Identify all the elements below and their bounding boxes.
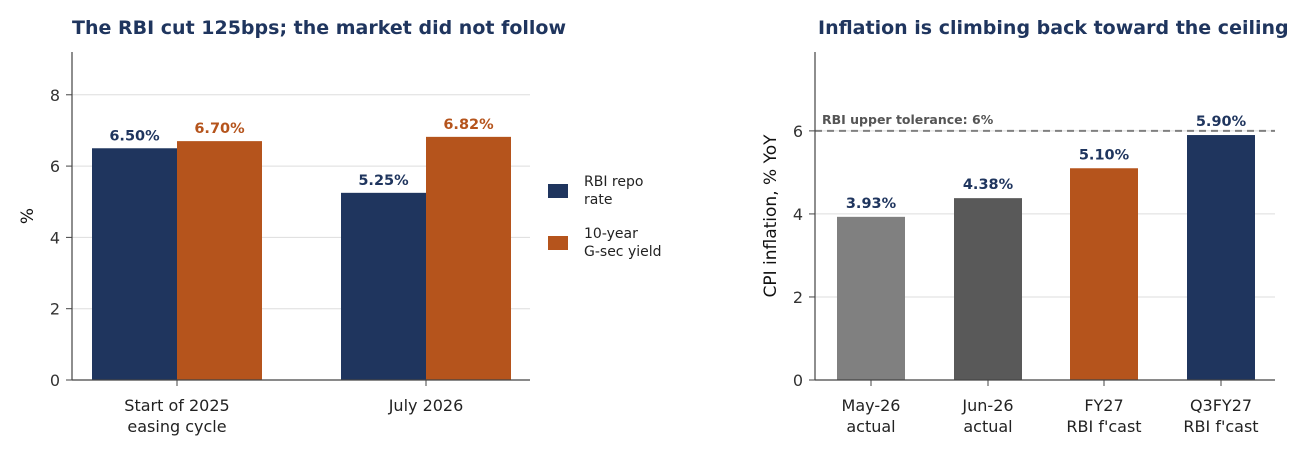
left-y-tick-label: 6 bbox=[50, 157, 60, 176]
right-data-label: 3.93% bbox=[846, 196, 897, 212]
left-legend-swatch bbox=[548, 236, 568, 250]
left-bar bbox=[341, 192, 426, 380]
right-bar bbox=[1187, 135, 1255, 380]
right-x-tick-label: Jun-26 bbox=[961, 396, 1013, 415]
right-bars bbox=[837, 135, 1255, 380]
right-chart: Inflation is climbing back toward the ce… bbox=[761, 17, 1289, 436]
right-reference-line: RBI upper tolerance: 6% bbox=[815, 112, 1275, 132]
right-bar bbox=[1070, 168, 1138, 380]
right-data-label: 5.10% bbox=[1079, 147, 1130, 163]
left-legend-label: RBI repo bbox=[584, 174, 643, 190]
left-legend-swatch bbox=[548, 184, 568, 198]
right-chart-title: Inflation is climbing back toward the ce… bbox=[818, 17, 1289, 39]
left-data-label: 6.70% bbox=[194, 121, 245, 137]
right-data-label: 4.38% bbox=[963, 177, 1014, 193]
left-x-tick-label: easing cycle bbox=[127, 417, 226, 436]
left-bar bbox=[92, 148, 177, 380]
right-y-axis-label: CPI inflation, % YoY bbox=[761, 134, 781, 298]
right-axes: 0 2 4 6 May-26 actual Jun-26 actual FY27 RBI f'ca… bbox=[793, 52, 1275, 436]
left-data-labels: 6.50% 6.70% 5.25% 6.82% bbox=[109, 117, 494, 189]
right-bar bbox=[837, 216, 905, 380]
left-legend: RBI repo rate 10-year G-sec yield bbox=[548, 174, 662, 260]
right-y-tick-label: 6 bbox=[793, 122, 803, 141]
right-data-labels: 3.93% 4.38% 5.10% 5.90% bbox=[846, 114, 1247, 212]
left-bar bbox=[426, 136, 511, 380]
left-axes: 0 2 4 6 8 Start of 2025 easing cycle July 2026 bbox=[50, 52, 530, 436]
left-data-label: 6.82% bbox=[443, 117, 494, 133]
right-x-tick-label: RBI f'cast bbox=[1066, 417, 1141, 436]
left-data-label: 6.50% bbox=[109, 128, 160, 144]
left-x-tick-label: Start of 2025 bbox=[124, 396, 229, 415]
left-legend-label: G-sec yield bbox=[584, 244, 662, 260]
left-chart: The RBI cut 125bps; the market did not f… bbox=[18, 17, 662, 436]
left-chart-title: The RBI cut 125bps; the market did not f… bbox=[72, 17, 566, 39]
left-bars bbox=[92, 136, 511, 380]
left-bar bbox=[177, 141, 262, 380]
left-data-label: 5.25% bbox=[358, 173, 409, 189]
left-legend-label: 10-year bbox=[584, 226, 638, 242]
left-legend-label: rate bbox=[584, 192, 612, 208]
right-y-tick-label: 0 bbox=[793, 371, 803, 390]
left-x-tick-label: July 2026 bbox=[388, 396, 464, 415]
right-data-label: 5.90% bbox=[1196, 114, 1247, 130]
right-x-tick-label: actual bbox=[846, 417, 895, 436]
left-y-tick-label: 4 bbox=[50, 228, 60, 247]
left-y-tick-label: 2 bbox=[50, 300, 60, 319]
right-x-tick-label: FY27 bbox=[1084, 396, 1123, 415]
right-x-tick-label: Q3FY27 bbox=[1190, 396, 1252, 415]
right-x-tick-label: May-26 bbox=[842, 396, 901, 415]
right-bar bbox=[954, 198, 1022, 380]
right-y-tick-label: 4 bbox=[793, 205, 803, 224]
right-y-tick-label: 2 bbox=[793, 288, 803, 307]
right-x-tick-label: actual bbox=[963, 417, 1012, 436]
left-y-tick-label: 0 bbox=[50, 371, 60, 390]
left-y-tick-label: 8 bbox=[50, 86, 60, 105]
right-x-tick-label: RBI f'cast bbox=[1183, 417, 1258, 436]
right-reference-line-label: RBI upper tolerance: 6% bbox=[822, 112, 994, 127]
left-y-axis-label: % bbox=[18, 208, 38, 224]
